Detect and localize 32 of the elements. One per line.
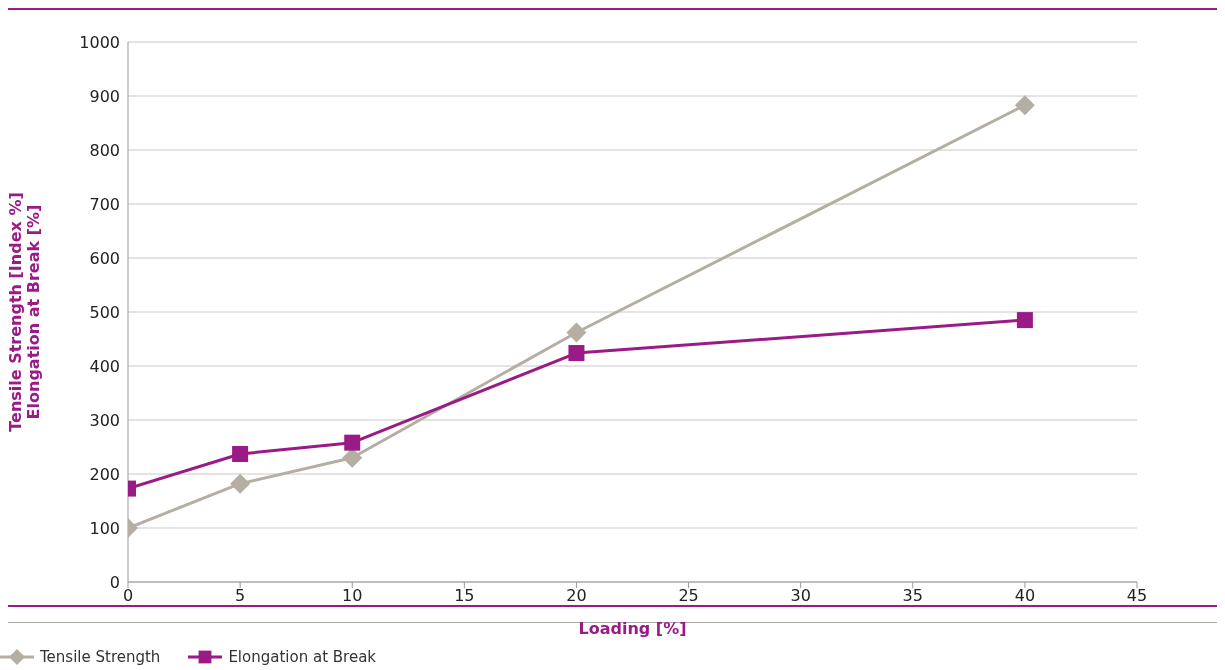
y-tick-label: 400 bbox=[89, 356, 120, 376]
x-tick-label: 30 bbox=[790, 586, 811, 606]
legend-label: Tensile Strength bbox=[39, 648, 161, 666]
x-tick-label: 35 bbox=[902, 586, 923, 606]
y-tick-label: 0 bbox=[109, 572, 120, 592]
y-tick-label: 100 bbox=[89, 518, 120, 538]
point bbox=[1016, 312, 1033, 329]
y-tick-label: 500 bbox=[89, 302, 120, 322]
x-tick-label: 5 bbox=[235, 586, 246, 606]
legend-label: Elongation at Break bbox=[227, 648, 377, 666]
point bbox=[230, 473, 251, 494]
y-tick-label: 200 bbox=[89, 464, 120, 484]
y-tick-label: 800 bbox=[89, 140, 120, 160]
y-tick-label: 700 bbox=[89, 194, 120, 214]
point bbox=[566, 322, 587, 343]
point bbox=[344, 434, 361, 451]
point bbox=[1014, 95, 1035, 116]
x-tick-label: 15 bbox=[454, 586, 475, 606]
x-tick-label: 40 bbox=[1014, 586, 1036, 606]
point bbox=[232, 446, 249, 463]
x-tick-label: 10 bbox=[342, 586, 363, 606]
y-tick-label: 600 bbox=[89, 248, 120, 268]
x-tick-label: 45 bbox=[1126, 586, 1148, 606]
y-tick-label: 300 bbox=[89, 410, 120, 430]
y-tick-label: 900 bbox=[89, 86, 120, 106]
x-tick-label: 25 bbox=[678, 586, 699, 606]
x-tick-label: 0 bbox=[122, 586, 134, 606]
y-axis-title: Tensile Strength [Index %] Elongation at Break [%] bbox=[6, 192, 43, 432]
point bbox=[568, 345, 585, 362]
y-tick-label: 1000 bbox=[79, 32, 120, 52]
x-tick-label: 20 bbox=[566, 586, 587, 606]
x-axis-title: Loading [%] bbox=[578, 619, 687, 638]
